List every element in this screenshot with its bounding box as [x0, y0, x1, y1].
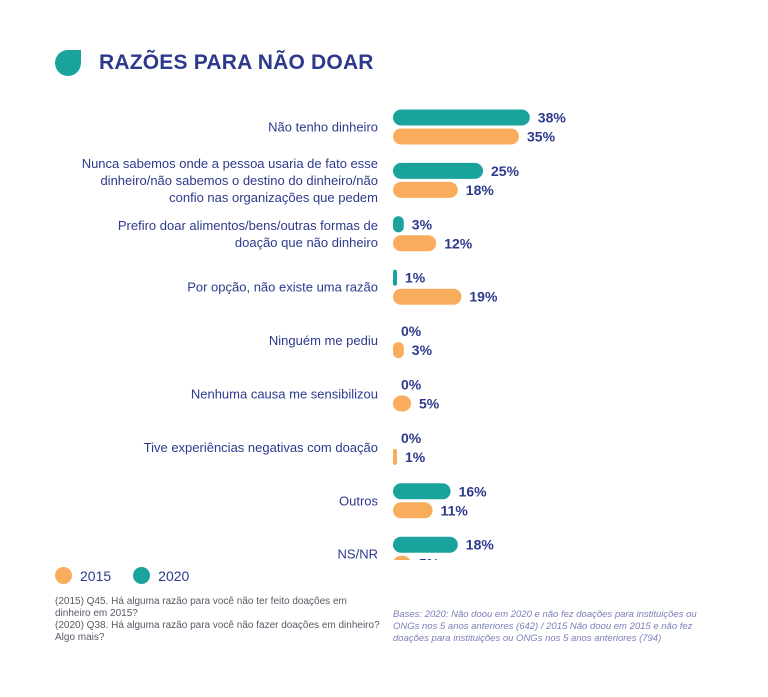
- legend: 2015 2020: [55, 567, 211, 584]
- value-label-2015: 5%: [419, 396, 440, 412]
- footnote-line: Bases: 2020: Não doou em 2020 e não fez …: [393, 609, 697, 620]
- category-label: Por opção, não existe uma razão: [187, 280, 378, 295]
- legend-swatch-2015: [55, 567, 72, 584]
- legend-swatch-2020: [133, 567, 151, 584]
- category-label: Outros: [339, 493, 379, 508]
- bar-2015: [393, 128, 519, 145]
- category-label: Nunca sabemos onde a pessoa usaria de fa…: [82, 156, 378, 171]
- value-label-2015: 11%: [441, 502, 469, 518]
- value-label-2015: 35%: [527, 129, 556, 145]
- footnote-line: (2020) Q38. Há alguma razão para você nã…: [55, 620, 380, 631]
- legend-label-2020: 2020: [158, 567, 190, 584]
- bar-2015: [393, 235, 437, 252]
- category-label: doação que não dinheiro: [235, 235, 378, 250]
- value-label-2020: 0%: [401, 323, 422, 339]
- footnote-line: ONGs nos 5 anos anteriores (642) / 2015 …: [393, 621, 693, 632]
- value-label-2015: 12%: [444, 235, 473, 251]
- footnote-line: Algo mais?: [55, 632, 105, 643]
- bar-2020: [393, 269, 397, 286]
- value-label-2020: 0%: [401, 377, 422, 393]
- bar-2015: [393, 448, 397, 465]
- bar-2020: [393, 216, 404, 233]
- value-label-2020: 3%: [412, 216, 433, 232]
- bar-2015: [393, 342, 404, 359]
- drop-icon: [55, 50, 81, 76]
- footnote-line: (2015) Q45. Há alguma razão para você nã…: [55, 596, 347, 607]
- footnote-questions: (2015) Q45. Há alguma razão para você nã…: [55, 596, 385, 644]
- value-label-2015: 1%: [405, 449, 426, 465]
- bar-chart: 38% 35% Não tenho dinheiro 25% 18% Nunca sabe…: [82, 109, 567, 560]
- page-title: RAZÕES PARA NÃO DOAR: [99, 51, 374, 74]
- value-label-2015: 19%: [469, 289, 498, 305]
- title-block: RAZÕES PARA NÃO DOAR: [55, 48, 374, 78]
- bar-2020: [393, 536, 458, 553]
- footnote-line: dinheiro em 2015?: [55, 608, 138, 619]
- category-label: Nenhuma causa me sensibilizou: [191, 387, 378, 402]
- value-label-2020: 38%: [538, 110, 567, 126]
- value-label-2020: 18%: [466, 537, 495, 553]
- category-label: Ninguém me pediu: [269, 333, 378, 348]
- bar-2020: [393, 109, 530, 126]
- value-label-2020: 1%: [405, 270, 426, 286]
- category-label: Prefiro doar alimentos/bens/outras forma…: [118, 218, 378, 233]
- category-label: Tive experiências negativas com doação: [144, 440, 378, 455]
- category-label: Não tenho dinheiro: [268, 120, 378, 135]
- category-label: confio nas organizações que pedem: [169, 190, 378, 205]
- value-label-2015: 3%: [412, 342, 433, 358]
- value-label-2020: 0%: [401, 430, 422, 446]
- value-label-2020: 25%: [491, 163, 520, 179]
- footnote-line: doações para instituições ou ONGs nos 5 …: [393, 633, 662, 644]
- legend-item-2015: 2015: [55, 567, 111, 584]
- bar-2015: [393, 288, 462, 305]
- legend-item-2020: 2020: [133, 567, 189, 584]
- footnote-bases: Bases: 2020: Não doou em 2020 e não fez …: [393, 609, 713, 645]
- value-label-2015: 18%: [466, 182, 495, 198]
- category-label: NS/NR: [338, 547, 378, 560]
- value-label-2020: 16%: [459, 483, 488, 499]
- value-label-2015: 5%: [419, 556, 440, 560]
- bar-2015: [393, 395, 411, 412]
- legend-label-2015: 2015: [80, 567, 112, 584]
- bar-2015: [393, 502, 433, 519]
- category-label: dinheiro/não sabemos o destino do dinhei…: [100, 173, 378, 188]
- bar-2020: [393, 483, 451, 500]
- bar-2015: [393, 181, 458, 198]
- bar-2015: [393, 555, 411, 560]
- bar-2020: [393, 162, 483, 179]
